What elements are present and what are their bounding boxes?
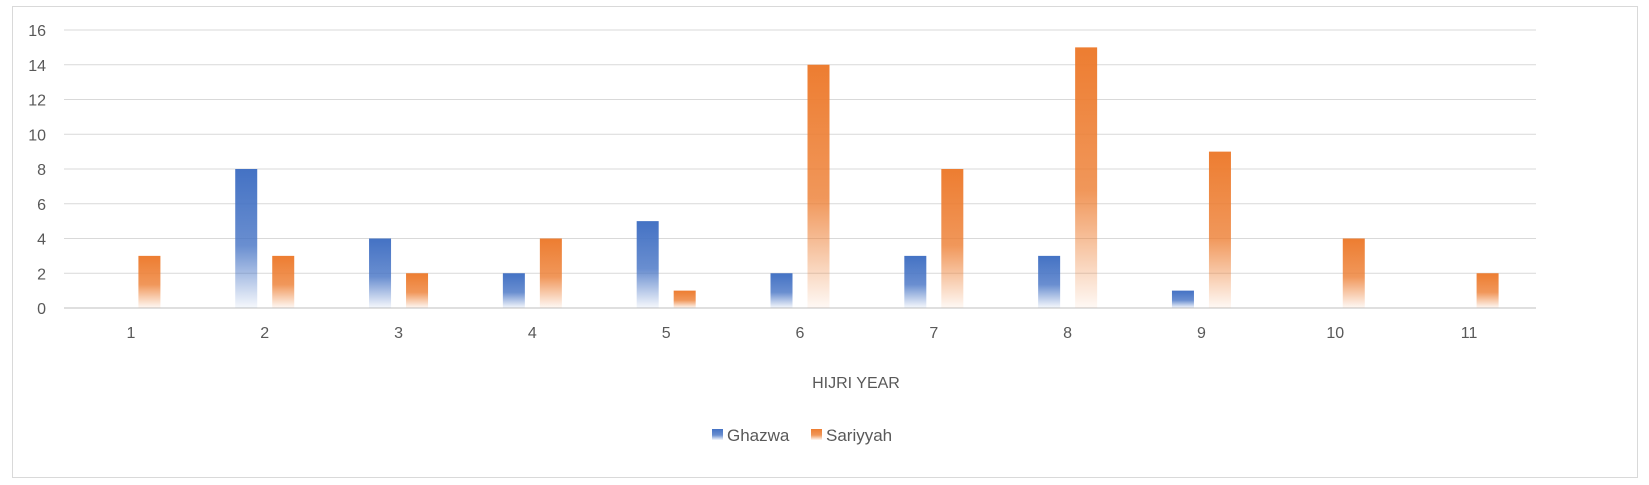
y-tick-label: 0	[37, 301, 46, 318]
y-tick-label: 2	[37, 266, 46, 283]
bar-sariyyah-3	[406, 273, 429, 308]
bar-ghazwa-5	[636, 221, 659, 308]
y-tick-label: 10	[28, 127, 46, 144]
bar-sariyyah-5	[673, 290, 696, 308]
x-tick-label: 2	[260, 325, 269, 342]
bar-sariyyah-10	[1342, 238, 1365, 308]
y-tick-label: 4	[37, 232, 46, 249]
legend-label: Sariyyah	[826, 426, 892, 445]
x-axis-title: HIJRI YEAR	[812, 375, 900, 392]
bar-sariyyah-6	[807, 64, 830, 308]
chart-frame	[12, 6, 1638, 478]
x-tick-label: 1	[126, 325, 135, 342]
x-tick-label: 9	[1197, 325, 1206, 342]
y-axis-ticks: 0 2 4 6 8 10 12 14 16	[28, 23, 46, 318]
y-tick-label: 8	[37, 162, 46, 179]
bar-ghazwa-8	[1038, 255, 1061, 308]
x-tick-label: 3	[394, 325, 403, 342]
legend-item-ghazwa: Ghazwa	[712, 426, 790, 445]
legend: Ghazwa Sariyyah	[712, 426, 892, 445]
x-tick-label: 7	[929, 325, 938, 342]
bar-ghazwa-6	[770, 273, 793, 308]
bar-ghazwa-7	[904, 255, 927, 308]
x-tick-label: 8	[1063, 325, 1072, 342]
y-tick-label: 6	[37, 197, 46, 214]
bar-sariyyah-8	[1075, 47, 1098, 308]
x-tick-label: 5	[662, 325, 671, 342]
legend-swatch	[811, 429, 822, 440]
legend-item-sariyyah: Sariyyah	[811, 426, 892, 445]
y-tick-label: 12	[28, 93, 46, 110]
x-tick-label: 4	[528, 325, 537, 342]
bar-sariyyah-7	[941, 169, 964, 308]
legend-swatch	[712, 429, 723, 440]
x-tick-label: 11	[1461, 325, 1478, 342]
bar-ghazwa-3	[369, 238, 392, 308]
y-tick-label: 16	[28, 23, 46, 40]
y-tick-label: 14	[28, 58, 46, 75]
bar-sariyyah-11	[1476, 273, 1499, 308]
x-tick-label: 6	[796, 325, 805, 342]
legend-label: Ghazwa	[727, 426, 790, 445]
x-axis-ticks: 1 2 3 4 5 6 7 8 9 10 11	[126, 325, 1477, 342]
x-tick-label: 10	[1326, 325, 1344, 342]
bar-sariyyah-9	[1208, 151, 1231, 308]
gridlines	[64, 29, 1536, 309]
bar-ghazwa-4	[502, 273, 525, 308]
bars	[138, 47, 1499, 308]
bar-sariyyah-2	[272, 255, 295, 308]
bar-sariyyah-1	[138, 255, 161, 308]
bar-sariyyah-4	[539, 238, 562, 308]
bar-ghazwa-9	[1171, 290, 1194, 308]
bar-ghazwa-2	[235, 169, 258, 308]
